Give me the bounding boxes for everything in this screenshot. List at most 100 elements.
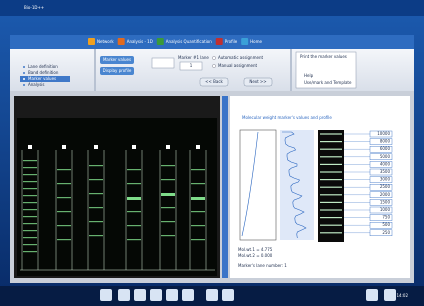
title-bar	[0, 0, 424, 16]
gel-band	[127, 225, 141, 226]
marker-value[interactable]: 500	[382, 222, 390, 227]
button-label[interactable]: Marker values	[103, 57, 131, 62]
radio[interactable]	[212, 56, 215, 59]
gel-band	[23, 230, 37, 231]
marker-value[interactable]: 3000	[380, 177, 391, 182]
lane-handle[interactable]	[94, 145, 98, 149]
footer-text: Mol.wt.1 = 4.775	[238, 247, 273, 252]
marker-band	[320, 209, 342, 210]
marker-value[interactable]: 2500	[380, 184, 391, 189]
tab-label[interactable]: Analysis Quantification	[166, 39, 212, 44]
tab-label[interactable]: Home	[250, 39, 262, 44]
step-bullet	[23, 66, 25, 68]
lane-handle[interactable]	[166, 145, 170, 149]
profile-area	[280, 130, 314, 240]
gel-band	[161, 207, 175, 208]
gel-band	[161, 165, 175, 166]
gel-band	[89, 221, 103, 222]
screen: Bio-1D++ Marker values Display profile M…	[0, 0, 424, 306]
marker-band	[320, 232, 342, 233]
lane-handle[interactable]	[196, 145, 200, 149]
taskbar-icon[interactable]	[384, 289, 396, 301]
marker-band	[320, 141, 342, 142]
step-label[interactable]: Band definition	[28, 70, 59, 75]
taskbar-icon[interactable]	[150, 289, 162, 301]
marker-band	[320, 156, 342, 157]
step-bullet	[23, 84, 25, 86]
tab-strip	[10, 35, 414, 49]
marker-band	[320, 179, 342, 180]
gel-band	[127, 211, 141, 212]
taskbar-icon[interactable]	[182, 289, 194, 301]
gel-band	[57, 169, 71, 170]
tab-label[interactable]: Analysis - 1D	[127, 39, 153, 44]
tab-icon[interactable]	[88, 38, 95, 45]
next-label[interactable]: Next >>	[249, 79, 266, 84]
tab-icon[interactable]	[118, 38, 125, 45]
gel-band	[23, 251, 37, 252]
back-label[interactable]: << Back	[205, 79, 223, 84]
lane-handle[interactable]	[62, 145, 66, 149]
taskbar-icon[interactable]	[134, 289, 146, 301]
tab-label[interactable]: Profile	[225, 39, 238, 44]
step-label[interactable]: Marker values	[28, 76, 56, 81]
marker-value[interactable]: 5000	[380, 154, 391, 159]
gel-band	[89, 179, 103, 180]
taskbar-icon[interactable]	[166, 289, 178, 301]
step-label[interactable]: Lane definition	[28, 64, 58, 69]
lane-handle[interactable]	[28, 145, 32, 149]
separator	[94, 49, 96, 91]
marker-value[interactable]: 750	[382, 215, 390, 220]
marker-band	[320, 202, 342, 203]
gel-band	[161, 235, 175, 236]
taskbar-icon[interactable]	[366, 289, 378, 301]
tab-label[interactable]: Network	[97, 39, 114, 44]
lane-handle[interactable]	[132, 145, 136, 149]
button-label[interactable]: Display profile	[103, 68, 132, 73]
icon-box[interactable]	[152, 58, 174, 68]
radio[interactable]	[212, 64, 215, 67]
tab-icon[interactable]	[216, 38, 223, 45]
marker-value[interactable]: 1500	[380, 199, 391, 204]
tab-icon[interactable]	[241, 38, 248, 45]
gel-band	[57, 239, 71, 240]
marker-value[interactable]: 4000	[380, 161, 391, 166]
marker-value[interactable]: 10000	[377, 131, 390, 136]
gel-image	[17, 118, 217, 276]
tab-icon[interactable]	[157, 38, 164, 45]
side-option[interactable]: Use/mark and Template	[304, 80, 352, 85]
gel-band	[23, 195, 37, 196]
marker-value[interactable]: 6000	[380, 146, 391, 151]
marker-band	[320, 149, 342, 150]
gel-band	[23, 181, 37, 182]
taskbar-icon[interactable]	[100, 289, 112, 301]
gel-band	[89, 235, 103, 236]
taskbar-icon[interactable]	[118, 289, 130, 301]
gel-band	[23, 216, 37, 217]
marker-value[interactable]: 2000	[380, 192, 391, 197]
gel-band	[23, 223, 37, 224]
field-value[interactable]: 1	[190, 63, 193, 68]
window-title: Bio-1D++	[24, 5, 44, 10]
splitter[interactable]	[222, 96, 228, 278]
marker-band	[320, 187, 342, 188]
taskbar-icon[interactable]	[206, 289, 218, 301]
option-label[interactable]: Manual assignment	[218, 63, 258, 68]
side-option[interactable]: Help	[304, 73, 314, 78]
gel-band	[191, 169, 205, 170]
field-label: Marker #1 lane	[178, 55, 209, 60]
gel-band	[191, 211, 205, 212]
gel-band	[89, 165, 103, 166]
gel-band	[57, 183, 71, 184]
gel-band	[23, 202, 37, 203]
step-label[interactable]: Analysis	[28, 82, 44, 87]
taskbar-icon[interactable]	[222, 289, 234, 301]
marker-value[interactable]: 250	[382, 230, 390, 235]
gel-band	[57, 197, 71, 198]
marker-value[interactable]: 1000	[380, 207, 391, 212]
gel-band	[23, 209, 37, 210]
marker-value[interactable]: 3500	[380, 169, 391, 174]
option-label[interactable]: Automatic assignment	[218, 55, 263, 60]
marker-value[interactable]: 8000	[380, 139, 391, 144]
gel-band	[191, 197, 205, 200]
